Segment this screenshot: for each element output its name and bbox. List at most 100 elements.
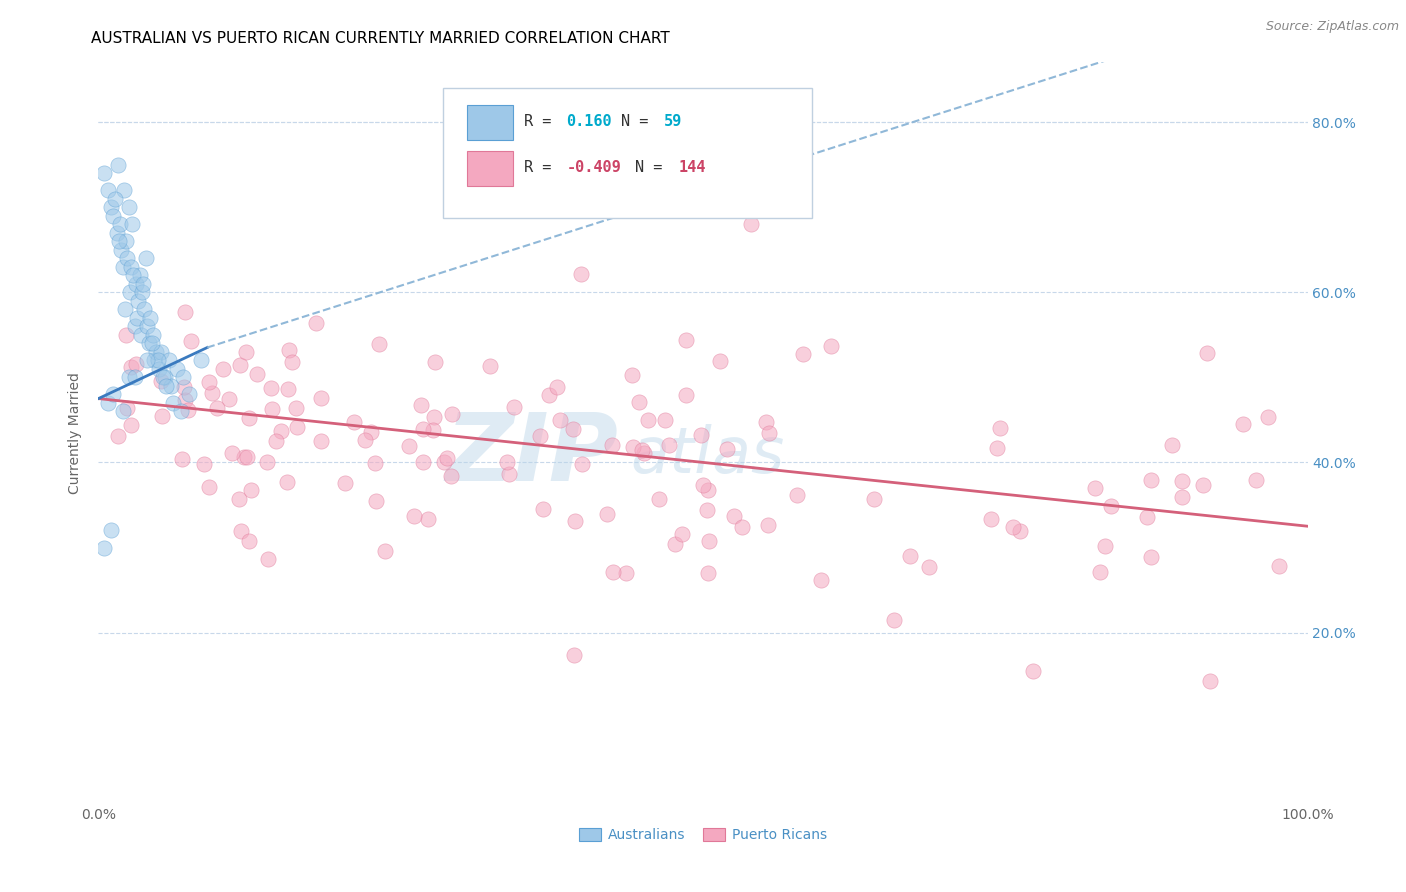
Point (675, 388, 697, 402)
Point (596, 508, 619, 522)
Point (108, 234, 131, 248)
Point (128, 268, 150, 283)
Point (602, 565, 624, 579)
Point (548, 413, 571, 427)
Point (105, 226, 128, 240)
Point (97, 396, 120, 410)
Point (135, 319, 157, 334)
Point (212, 362, 235, 376)
Point (150, 374, 173, 388)
Point (193, 458, 215, 472)
Text: AUSTRALIAN VS PUERTO RICAN CURRENTLY MARRIED CORRELATION CHART: AUSTRALIAN VS PUERTO RICAN CURRENTLY MAR… (91, 31, 671, 46)
Point (614, 566, 637, 580)
Text: N =: N = (621, 114, 657, 129)
Point (93, 541, 115, 555)
Point (277, 383, 299, 397)
Point (197, 481, 219, 495)
Point (697, 533, 720, 548)
Point (118, 285, 141, 300)
Point (311, 392, 333, 406)
Text: 144: 144 (679, 160, 706, 175)
Point (100, 524, 122, 538)
Point (166, 361, 188, 376)
Point (353, 434, 375, 448)
Text: 0.160: 0.160 (567, 114, 612, 129)
Point (198, 375, 221, 389)
Point (723, 508, 745, 523)
Point (111, 260, 134, 274)
Point (1268, 559, 1291, 574)
FancyBboxPatch shape (467, 151, 513, 186)
Point (758, 426, 780, 441)
Point (143, 353, 166, 368)
Text: Source: ZipAtlas.com: Source: ZipAtlas.com (1265, 20, 1399, 33)
Point (117, 251, 139, 265)
Point (100, 200, 122, 214)
Point (135, 353, 157, 368)
Point (1195, 346, 1218, 360)
Point (538, 387, 561, 401)
Point (820, 338, 842, 352)
Point (276, 475, 298, 489)
Point (863, 492, 886, 507)
Point (179, 387, 201, 401)
Point (1232, 417, 1254, 431)
Point (529, 429, 551, 443)
Point (758, 517, 780, 532)
Point (696, 566, 718, 581)
Point (155, 379, 177, 393)
Point (201, 386, 224, 401)
Point (229, 359, 252, 373)
Point (285, 420, 308, 434)
Point (174, 305, 197, 319)
Point (238, 410, 260, 425)
Point (690, 427, 713, 442)
Text: N =: N = (636, 160, 672, 175)
Point (600, 438, 623, 452)
Point (364, 493, 387, 508)
Point (120, 260, 142, 274)
Point (697, 483, 720, 497)
Point (716, 442, 738, 456)
Point (238, 533, 260, 548)
Point (546, 379, 568, 393)
Point (142, 327, 165, 342)
Point (658, 438, 681, 452)
Point (696, 502, 718, 516)
Point (110, 243, 132, 257)
Point (111, 404, 134, 418)
Point (692, 478, 714, 492)
Point (129, 327, 152, 342)
Point (146, 353, 169, 368)
Point (134, 302, 156, 317)
Point (172, 451, 194, 466)
Point (235, 345, 257, 359)
Point (122, 268, 145, 283)
Point (115, 328, 138, 343)
Point (264, 434, 287, 448)
Point (118, 370, 141, 384)
Point (495, 455, 517, 469)
Point (135, 251, 157, 265)
Point (440, 468, 463, 483)
Point (740, 217, 762, 231)
Point (228, 491, 250, 506)
Point (281, 355, 304, 369)
Point (132, 277, 155, 291)
Point (1094, 539, 1116, 553)
Point (205, 401, 228, 416)
Point (114, 302, 136, 317)
Text: R =: R = (524, 114, 561, 129)
Point (620, 368, 643, 383)
Point (305, 316, 328, 330)
Point (786, 487, 808, 501)
Text: atlas: atlas (630, 424, 785, 486)
Point (360, 425, 382, 439)
Point (157, 353, 180, 368)
Point (409, 398, 432, 412)
Point (1136, 510, 1159, 524)
Point (148, 361, 170, 376)
Point (1244, 473, 1267, 487)
Point (755, 415, 778, 429)
Point (412, 455, 434, 469)
